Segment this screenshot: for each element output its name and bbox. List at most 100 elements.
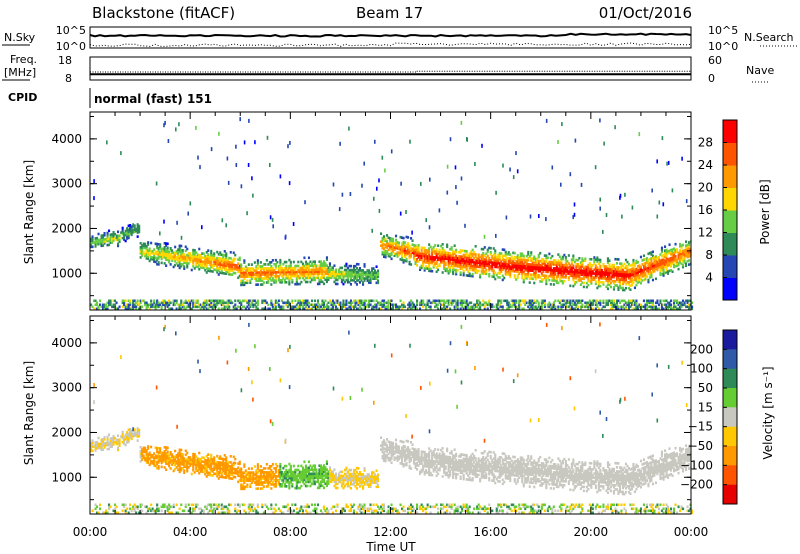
power-cell [468, 264, 471, 267]
power-cell [271, 259, 274, 262]
power-cell [531, 257, 534, 260]
velocity-cell [220, 467, 223, 471]
power-cell [225, 268, 228, 271]
power-cell [232, 307, 235, 311]
power-cell [150, 255, 153, 259]
power-cell [395, 305, 398, 309]
power-cell [156, 299, 159, 303]
power-cell [647, 301, 650, 305]
power-cell [268, 261, 271, 264]
power-cell [530, 305, 533, 309]
power-cell [321, 276, 324, 280]
power-cell [552, 301, 555, 305]
power-cell [633, 307, 636, 311]
power-cell [321, 274, 324, 278]
power-cell [474, 245, 477, 248]
power-cell [560, 271, 563, 275]
velocity-cell [150, 459, 153, 463]
power-cell [366, 303, 369, 307]
power-cell [265, 281, 268, 284]
power-cell [366, 275, 369, 278]
power-cell [588, 274, 591, 277]
power-cell [461, 299, 464, 303]
power-cell [591, 264, 594, 267]
power-cell [582, 259, 585, 262]
power-cell [609, 285, 612, 289]
velocity-cell [211, 468, 214, 471]
power-cell [605, 213, 608, 217]
power-cell [280, 268, 283, 272]
power-cell [219, 265, 222, 268]
power-cell [521, 307, 524, 311]
power-cell [331, 299, 334, 303]
power-cell [651, 307, 654, 311]
power-cell [252, 267, 255, 270]
power-cell [180, 244, 183, 248]
velocity-cell [211, 511, 214, 515]
power-cell [608, 279, 611, 283]
power-cell [524, 299, 527, 303]
power-cell [498, 252, 501, 255]
velocity-cell [190, 460, 193, 464]
velocity-cell [196, 461, 199, 465]
power-cell [291, 270, 294, 274]
power-cell [664, 249, 667, 252]
power-cell [434, 256, 437, 259]
power-cell [648, 274, 651, 277]
power-cell [524, 260, 527, 264]
power-cell [626, 270, 629, 274]
power-cell [405, 257, 408, 261]
power-cell [486, 260, 489, 264]
power-cell [337, 274, 340, 278]
power-cell [513, 265, 516, 269]
power-cell [516, 274, 519, 277]
power-cell [240, 184, 243, 189]
power-cell [557, 271, 560, 275]
power-cell [606, 281, 609, 285]
power-cell [564, 264, 567, 267]
power-cell [300, 260, 303, 264]
power-cell [558, 277, 561, 281]
velocity-cell [189, 462, 192, 465]
power-cell [632, 262, 635, 266]
power-cell [304, 276, 307, 280]
power-cell [139, 248, 142, 251]
power-cell [234, 257, 237, 261]
velocity-cell [217, 471, 220, 474]
power-cell [366, 305, 369, 309]
power-cell [432, 264, 435, 267]
power-cell [256, 307, 259, 311]
velocity-cell [151, 507, 154, 511]
power-cell [501, 256, 504, 259]
power-cell [207, 307, 210, 311]
power-cell [225, 223, 227, 228]
power-cell [548, 274, 551, 278]
power-cell [642, 272, 645, 276]
power-cell [560, 305, 563, 309]
power-cell [647, 270, 650, 274]
power-cell [641, 263, 644, 266]
power-cell [683, 303, 686, 307]
power-cell [447, 271, 450, 275]
power-cell [676, 262, 679, 265]
power-cell [330, 270, 333, 273]
power-cell [428, 247, 431, 250]
power-cell [295, 264, 298, 268]
power-cell [304, 270, 307, 274]
velocity-cell [201, 470, 204, 473]
power-cell [432, 260, 435, 263]
power-cell [441, 255, 444, 258]
power-cell [579, 263, 582, 266]
power-cell [393, 242, 396, 245]
power-cell [500, 266, 503, 269]
power-cell [473, 267, 476, 270]
power-cell [283, 272, 286, 276]
power-cell [611, 275, 614, 279]
velocity-cell [205, 469, 208, 472]
power-cell [537, 274, 540, 277]
power-cell [121, 299, 124, 303]
power-cell [354, 303, 357, 307]
power-cell [548, 305, 551, 309]
power-cell [133, 230, 136, 233]
